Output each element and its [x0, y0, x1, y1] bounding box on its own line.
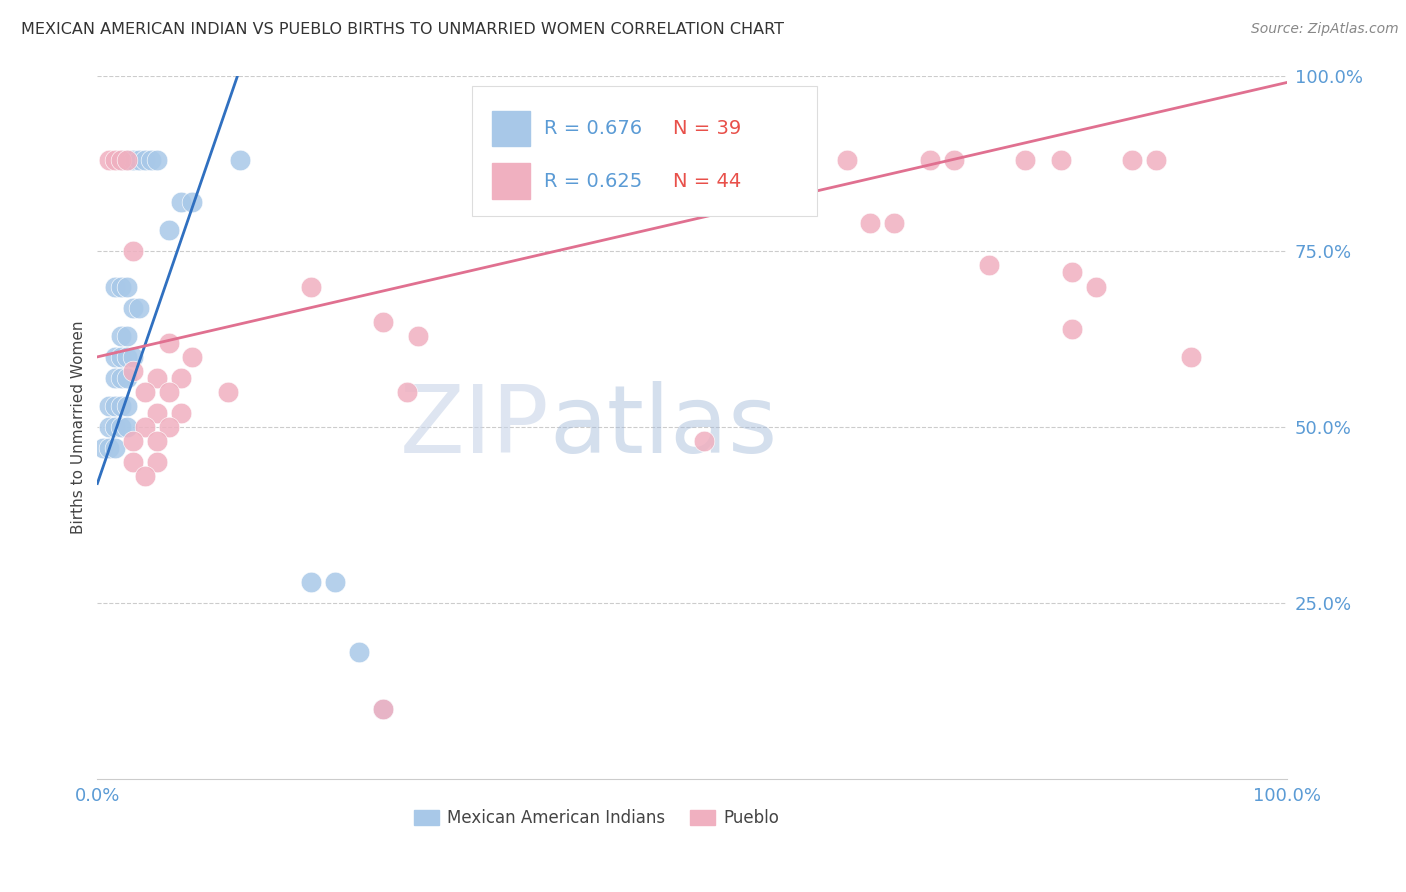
Point — [835, 153, 858, 167]
Point — [408, 328, 430, 343]
Point — [139, 153, 162, 167]
Point — [115, 153, 138, 167]
Point — [122, 301, 145, 315]
Text: Source: ZipAtlas.com: Source: ZipAtlas.com — [1251, 22, 1399, 37]
Point — [122, 350, 145, 364]
Point — [371, 701, 394, 715]
Point — [122, 153, 145, 167]
Point — [181, 195, 204, 210]
Point — [1144, 153, 1167, 167]
Point — [157, 223, 180, 237]
Point — [128, 301, 150, 315]
Point — [122, 434, 145, 449]
Point — [1121, 153, 1143, 167]
Point — [157, 420, 180, 434]
Point — [918, 153, 941, 167]
Point — [115, 399, 138, 413]
Point — [104, 350, 127, 364]
Point — [515, 153, 537, 167]
Point — [1062, 322, 1084, 336]
Point — [134, 469, 156, 483]
Point — [146, 153, 169, 167]
Point — [134, 153, 156, 167]
Point — [693, 434, 716, 449]
Point — [217, 385, 239, 400]
Point — [104, 442, 127, 456]
Point — [157, 335, 180, 350]
Point — [1180, 350, 1202, 364]
Point — [229, 153, 252, 167]
Text: N = 44: N = 44 — [673, 171, 741, 191]
Point — [104, 399, 127, 413]
Point — [115, 371, 138, 385]
Point — [883, 216, 905, 230]
Point — [122, 364, 145, 378]
Text: atlas: atlas — [550, 381, 778, 474]
Point — [110, 153, 132, 167]
FancyBboxPatch shape — [492, 111, 530, 146]
Point — [91, 442, 114, 456]
Point — [371, 315, 394, 329]
Point — [859, 216, 882, 230]
Point — [146, 371, 169, 385]
Point — [104, 420, 127, 434]
Point — [128, 153, 150, 167]
Point — [323, 574, 346, 589]
FancyBboxPatch shape — [472, 86, 817, 216]
Point — [1062, 265, 1084, 279]
Point — [181, 350, 204, 364]
Y-axis label: Births to Unmarried Women: Births to Unmarried Women — [72, 320, 86, 534]
Point — [1049, 153, 1071, 167]
Point — [633, 195, 655, 210]
Point — [104, 279, 127, 293]
Point — [146, 455, 169, 469]
Point — [979, 259, 1001, 273]
Point — [110, 399, 132, 413]
Point — [110, 371, 132, 385]
Legend: Mexican American Indians, Pueblo: Mexican American Indians, Pueblo — [408, 803, 786, 834]
Point — [299, 574, 322, 589]
Point — [299, 279, 322, 293]
Point — [122, 455, 145, 469]
Text: N = 39: N = 39 — [673, 119, 741, 137]
Point — [169, 371, 191, 385]
Point — [169, 406, 191, 420]
Point — [98, 420, 121, 434]
Point — [169, 195, 191, 210]
Point — [1014, 153, 1036, 167]
Point — [942, 153, 965, 167]
Point — [104, 153, 127, 167]
Text: ZIP: ZIP — [399, 381, 550, 474]
Point — [110, 153, 132, 167]
FancyBboxPatch shape — [492, 163, 530, 199]
Point — [115, 350, 138, 364]
Point — [146, 434, 169, 449]
Point — [395, 385, 418, 400]
Point — [1085, 279, 1108, 293]
Point — [122, 244, 145, 259]
Point — [110, 420, 132, 434]
Point — [98, 442, 121, 456]
Point — [371, 701, 394, 715]
Point — [110, 328, 132, 343]
Point — [110, 350, 132, 364]
Point — [115, 420, 138, 434]
Point — [115, 279, 138, 293]
Point — [347, 645, 370, 659]
Point — [110, 279, 132, 293]
Point — [98, 399, 121, 413]
Point — [134, 385, 156, 400]
Point — [115, 328, 138, 343]
Text: R = 0.625: R = 0.625 — [544, 171, 643, 191]
Point — [98, 153, 121, 167]
Text: MEXICAN AMERICAN INDIAN VS PUEBLO BIRTHS TO UNMARRIED WOMEN CORRELATION CHART: MEXICAN AMERICAN INDIAN VS PUEBLO BIRTHS… — [21, 22, 785, 37]
Point — [115, 153, 138, 167]
Text: R = 0.676: R = 0.676 — [544, 119, 643, 137]
Point — [740, 153, 762, 167]
Point — [104, 371, 127, 385]
Point — [146, 406, 169, 420]
Point — [134, 420, 156, 434]
Point — [157, 385, 180, 400]
